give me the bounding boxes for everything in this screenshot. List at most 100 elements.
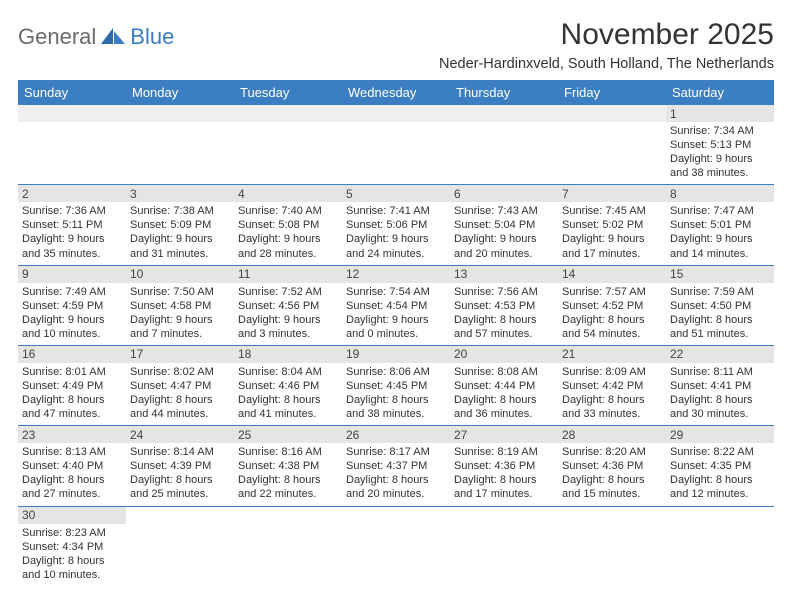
sunset-text: Sunset: 4:40 PM — [22, 459, 122, 473]
calendar-cell — [234, 105, 342, 185]
sunset-text: Sunset: 4:58 PM — [130, 299, 230, 313]
sunset-text: Sunset: 4:44 PM — [454, 379, 554, 393]
day-number: 23 — [18, 426, 126, 443]
calendar-week: 30Sunrise: 8:23 AMSunset: 4:34 PMDayligh… — [18, 506, 774, 586]
daylight-text-2: and 38 minutes. — [346, 407, 446, 421]
day-number: 1 — [666, 105, 774, 122]
calendar-week: 23Sunrise: 8:13 AMSunset: 4:40 PMDayligh… — [18, 426, 774, 506]
sunset-text: Sunset: 4:46 PM — [238, 379, 338, 393]
day-number: 4 — [234, 185, 342, 202]
calendar-cell: 6Sunrise: 7:43 AMSunset: 5:04 PMDaylight… — [450, 185, 558, 265]
calendar-week: 9Sunrise: 7:49 AMSunset: 4:59 PMDaylight… — [18, 265, 774, 345]
sunrise-text: Sunrise: 8:08 AM — [454, 365, 554, 379]
sunrise-text: Sunrise: 7:59 AM — [670, 285, 770, 299]
calendar-cell: 10Sunrise: 7:50 AMSunset: 4:58 PMDayligh… — [126, 265, 234, 345]
sunset-text: Sunset: 4:41 PM — [670, 379, 770, 393]
calendar-cell: 20Sunrise: 8:08 AMSunset: 4:44 PMDayligh… — [450, 345, 558, 425]
day-number-empty — [126, 105, 234, 122]
day-number: 26 — [342, 426, 450, 443]
sunrise-text: Sunrise: 7:54 AM — [346, 285, 446, 299]
day-detail: Sunrise: 7:38 AMSunset: 5:09 PMDaylight:… — [126, 202, 234, 264]
daylight-text-2: and 0 minutes. — [346, 327, 446, 341]
sunrise-text: Sunrise: 7:49 AM — [22, 285, 122, 299]
calendar-cell: 26Sunrise: 8:17 AMSunset: 4:37 PMDayligh… — [342, 426, 450, 506]
day-detail: Sunrise: 8:02 AMSunset: 4:47 PMDaylight:… — [126, 363, 234, 425]
day-detail: Sunrise: 7:41 AMSunset: 5:06 PMDaylight:… — [342, 202, 450, 264]
sunset-text: Sunset: 4:39 PM — [130, 459, 230, 473]
calendar-cell: 23Sunrise: 8:13 AMSunset: 4:40 PMDayligh… — [18, 426, 126, 506]
daylight-text-2: and 10 minutes. — [22, 327, 122, 341]
sunset-text: Sunset: 5:01 PM — [670, 218, 770, 232]
sunrise-text: Sunrise: 7:36 AM — [22, 204, 122, 218]
sunrise-text: Sunrise: 8:22 AM — [670, 445, 770, 459]
daylight-text-1: Daylight: 8 hours — [238, 473, 338, 487]
day-detail: Sunrise: 7:57 AMSunset: 4:52 PMDaylight:… — [558, 283, 666, 345]
day-detail: Sunrise: 8:14 AMSunset: 4:39 PMDaylight:… — [126, 443, 234, 505]
sunset-text: Sunset: 4:59 PM — [22, 299, 122, 313]
sunset-text: Sunset: 4:47 PM — [130, 379, 230, 393]
calendar-cell: 29Sunrise: 8:22 AMSunset: 4:35 PMDayligh… — [666, 426, 774, 506]
daylight-text-1: Daylight: 8 hours — [22, 554, 122, 568]
day-detail: Sunrise: 8:01 AMSunset: 4:49 PMDaylight:… — [18, 363, 126, 425]
sunrise-text: Sunrise: 8:04 AM — [238, 365, 338, 379]
day-number: 18 — [234, 346, 342, 363]
daylight-text-1: Daylight: 8 hours — [130, 393, 230, 407]
daylight-text-2: and 22 minutes. — [238, 487, 338, 501]
daylight-text-1: Daylight: 8 hours — [454, 473, 554, 487]
sunrise-text: Sunrise: 8:16 AM — [238, 445, 338, 459]
day-detail: Sunrise: 7:52 AMSunset: 4:56 PMDaylight:… — [234, 283, 342, 345]
calendar-cell: 21Sunrise: 8:09 AMSunset: 4:42 PMDayligh… — [558, 345, 666, 425]
weekday-header: Thursday — [450, 80, 558, 105]
day-detail: Sunrise: 7:36 AMSunset: 5:11 PMDaylight:… — [18, 202, 126, 264]
daylight-text-1: Daylight: 9 hours — [22, 313, 122, 327]
day-number: 28 — [558, 426, 666, 443]
sunrise-text: Sunrise: 8:14 AM — [130, 445, 230, 459]
day-detail: Sunrise: 8:13 AMSunset: 4:40 PMDaylight:… — [18, 443, 126, 505]
daylight-text-1: Daylight: 9 hours — [346, 313, 446, 327]
daylight-text-1: Daylight: 9 hours — [238, 313, 338, 327]
daylight-text-1: Daylight: 8 hours — [562, 473, 662, 487]
daylight-text-1: Daylight: 9 hours — [454, 232, 554, 246]
daylight-text-2: and 12 minutes. — [670, 487, 770, 501]
calendar-cell: 12Sunrise: 7:54 AMSunset: 4:54 PMDayligh… — [342, 265, 450, 345]
sunset-text: Sunset: 4:36 PM — [454, 459, 554, 473]
sunrise-text: Sunrise: 8:20 AM — [562, 445, 662, 459]
weekday-header: Saturday — [666, 80, 774, 105]
day-detail: Sunrise: 8:20 AMSunset: 4:36 PMDaylight:… — [558, 443, 666, 505]
sunset-text: Sunset: 5:02 PM — [562, 218, 662, 232]
day-number: 24 — [126, 426, 234, 443]
weekday-header: Wednesday — [342, 80, 450, 105]
daylight-text-1: Daylight: 9 hours — [670, 232, 770, 246]
sunset-text: Sunset: 4:34 PM — [22, 540, 122, 554]
daylight-text-1: Daylight: 8 hours — [670, 473, 770, 487]
daylight-text-2: and 51 minutes. — [670, 327, 770, 341]
daylight-text-1: Daylight: 8 hours — [562, 313, 662, 327]
calendar-cell — [342, 506, 450, 586]
calendar-cell: 4Sunrise: 7:40 AMSunset: 5:08 PMDaylight… — [234, 185, 342, 265]
sail-icon — [99, 26, 127, 48]
calendar-cell: 8Sunrise: 7:47 AMSunset: 5:01 PMDaylight… — [666, 185, 774, 265]
calendar-cell: 15Sunrise: 7:59 AMSunset: 4:50 PMDayligh… — [666, 265, 774, 345]
sunrise-text: Sunrise: 8:11 AM — [670, 365, 770, 379]
sunset-text: Sunset: 4:36 PM — [562, 459, 662, 473]
daylight-text-1: Daylight: 8 hours — [130, 473, 230, 487]
sunrise-text: Sunrise: 8:09 AM — [562, 365, 662, 379]
daylight-text-2: and 17 minutes. — [562, 247, 662, 261]
calendar-cell: 17Sunrise: 8:02 AMSunset: 4:47 PMDayligh… — [126, 345, 234, 425]
calendar-cell: 2Sunrise: 7:36 AMSunset: 5:11 PMDaylight… — [18, 185, 126, 265]
daylight-text-1: Daylight: 8 hours — [454, 313, 554, 327]
calendar-cell: 9Sunrise: 7:49 AMSunset: 4:59 PMDaylight… — [18, 265, 126, 345]
sunset-text: Sunset: 4:54 PM — [346, 299, 446, 313]
calendar-body: 1Sunrise: 7:34 AMSunset: 5:13 PMDaylight… — [18, 105, 774, 586]
day-number: 10 — [126, 266, 234, 283]
day-number: 17 — [126, 346, 234, 363]
day-number: 15 — [666, 266, 774, 283]
header: General Blue November 2025 Neder-Hardinx… — [18, 18, 774, 72]
page-subtitle: Neder-Hardinxveld, South Holland, The Ne… — [439, 56, 774, 72]
sunrise-text: Sunrise: 8:02 AM — [130, 365, 230, 379]
day-number-empty — [18, 105, 126, 122]
daylight-text-2: and 31 minutes. — [130, 247, 230, 261]
daylight-text-1: Daylight: 9 hours — [130, 313, 230, 327]
weekday-header: Friday — [558, 80, 666, 105]
day-number: 8 — [666, 185, 774, 202]
